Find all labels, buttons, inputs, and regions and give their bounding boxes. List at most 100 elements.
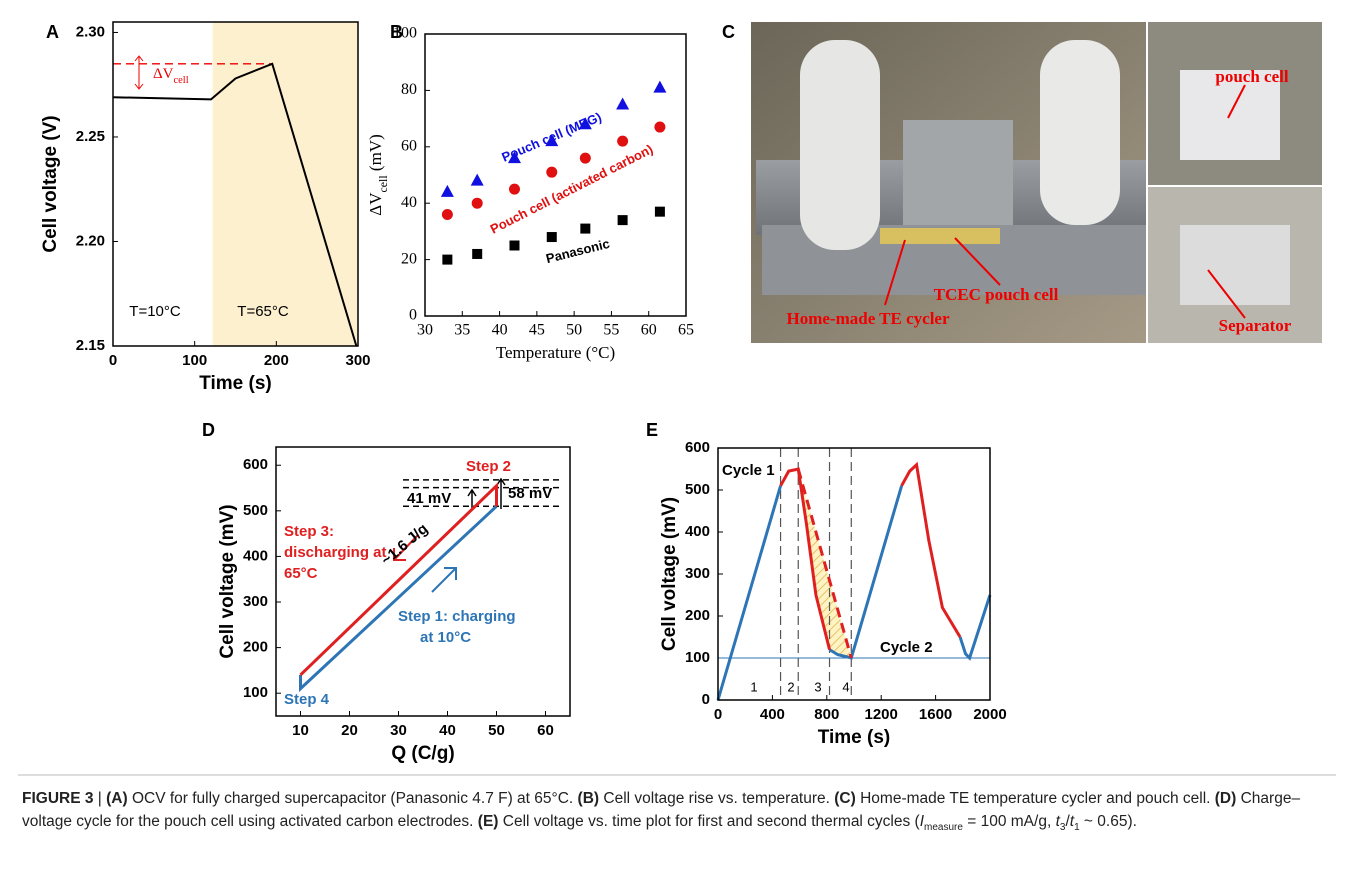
- caption-part: /: [1065, 813, 1070, 830]
- x-tick-label: 1600: [919, 706, 952, 723]
- marker: [580, 223, 591, 234]
- y-axis-label-part: ΔV: [366, 192, 385, 216]
- annotation: at 10°C: [420, 629, 471, 646]
- caption-part: 1: [1074, 822, 1080, 834]
- panel: 30 35 40 45 50 55 60 65 0 20 40 60 80 100 Temperature …: [366, 22, 694, 362]
- data-line: [112, 62, 358, 347]
- annotation: 4: [842, 679, 849, 694]
- y-tick-label: 200: [685, 607, 710, 624]
- caption-part: |: [93, 790, 107, 807]
- y-tick-label: 500: [685, 481, 710, 498]
- marker: [617, 215, 628, 226]
- y-tick-label: 2.25: [76, 128, 105, 145]
- caption-part: FIGURE 3: [22, 790, 94, 807]
- x-tick-label: 100: [182, 352, 207, 369]
- shaded-region: [212, 22, 358, 346]
- x-tick-label: 800: [814, 706, 839, 723]
- caption-part: Home-made TE temperature cycler and pouc…: [855, 790, 1215, 807]
- caption-part: Cell voltage vs. time plot for first and…: [498, 813, 920, 830]
- plot-frame: [424, 33, 687, 317]
- caption-part: t: [1069, 813, 1075, 830]
- photo-label: TCEC pouch cell: [934, 285, 1059, 304]
- x-tick-label: 30: [390, 722, 407, 739]
- marker: [578, 117, 592, 130]
- marker: [509, 240, 520, 251]
- annotation: Cycle 1: [722, 462, 775, 479]
- annotation: 41 mV: [407, 490, 451, 507]
- x-tick-label: 1200: [865, 706, 898, 723]
- annotation: Step 4: [284, 691, 330, 708]
- plot-frame: [275, 446, 571, 717]
- marker: [442, 254, 453, 265]
- panel: 0 100 200 300 2.15 2.20 2.25 2.30 Time (s) Cell v…: [40, 21, 371, 394]
- marker: [579, 152, 591, 164]
- panel: 10 20 30 40 50 60 100 200 300 400 500 600 Q (C/g) Cel…: [202, 420, 571, 764]
- annotation: discharging at: [284, 544, 387, 561]
- marker: [441, 208, 453, 220]
- y-tick-label: 40: [401, 194, 417, 211]
- marker: [508, 183, 520, 195]
- x-tick-label: 45: [529, 322, 545, 339]
- marker: [507, 151, 521, 164]
- y-tick-label: 0: [702, 691, 710, 708]
- y-tick-label: 600: [685, 439, 710, 456]
- marker: [654, 121, 666, 133]
- panel-letter: D: [202, 420, 215, 440]
- y-tick-label: 300: [243, 593, 268, 610]
- y-tick-label: 2.20: [76, 232, 105, 249]
- plot-frame: [112, 21, 359, 347]
- y-axis-label: Cell voltage (mV): [217, 504, 238, 658]
- plot-frame: [717, 447, 991, 701]
- caption-part: I: [919, 813, 925, 830]
- annotation: Step 3:: [284, 523, 334, 540]
- caption-part: t: [1055, 813, 1060, 830]
- caption-part: 3: [1059, 822, 1066, 834]
- y-tick-label: 100: [393, 25, 417, 42]
- x-tick-label: 60: [537, 722, 554, 739]
- marker: [472, 248, 483, 259]
- data-line: [779, 461, 962, 650]
- caption-part: (E): [477, 813, 499, 830]
- annotation-part: cell: [173, 75, 188, 86]
- marker: [470, 173, 484, 186]
- data-line: [299, 482, 498, 677]
- panel-letter: E: [646, 420, 658, 440]
- x-axis-label: Q (C/g): [391, 743, 454, 764]
- marker: [617, 135, 629, 147]
- annotation: 65°C: [284, 565, 318, 582]
- y-tick-label: 200: [243, 639, 268, 656]
- marker: [546, 166, 558, 178]
- annotation-part: ΔV: [153, 66, 174, 82]
- panel-letter: A: [46, 22, 59, 42]
- y-axis-label-part: (mV): [366, 134, 385, 175]
- caption: FIGURE 3 | (A) OCV for fully charged sup…: [22, 787, 1327, 839]
- caption-part: Charge–voltage cycle for the pouch cell …: [22, 790, 1301, 830]
- y-tick-label: 20: [401, 250, 417, 267]
- y-tick-label: 2.15: [76, 337, 105, 354]
- photo-label: Separator: [1219, 316, 1292, 335]
- y-tick-label: 100: [243, 684, 268, 701]
- x-axis-label: Temperature (°C): [496, 343, 615, 362]
- marker: [653, 80, 667, 93]
- marker: [616, 97, 630, 110]
- photo: [751, 22, 1322, 343]
- caption-part: (A): [106, 790, 128, 807]
- caption-part: = 100 mA/g,: [962, 813, 1056, 830]
- y-tick-label: 100: [685, 649, 710, 666]
- y-axis-label: Cell voltage (mV): [659, 497, 680, 651]
- annotation: 1: [750, 679, 757, 694]
- data-line: [299, 505, 498, 693]
- x-tick-label: 65: [678, 322, 694, 339]
- y-tick-label: 500: [243, 502, 268, 519]
- y-axis-label: ΔVcell (mV): [366, 134, 390, 215]
- annotation: ΔVcell: [153, 66, 189, 85]
- data-line: [716, 485, 992, 701]
- x-tick-label: 35: [454, 322, 470, 339]
- y-tick-label: 2.30: [76, 23, 105, 40]
- x-tick-label: 20: [341, 722, 358, 739]
- annotation: 3: [814, 679, 821, 694]
- x-tick-label: 40: [492, 322, 508, 339]
- x-tick-label: 10: [292, 722, 309, 739]
